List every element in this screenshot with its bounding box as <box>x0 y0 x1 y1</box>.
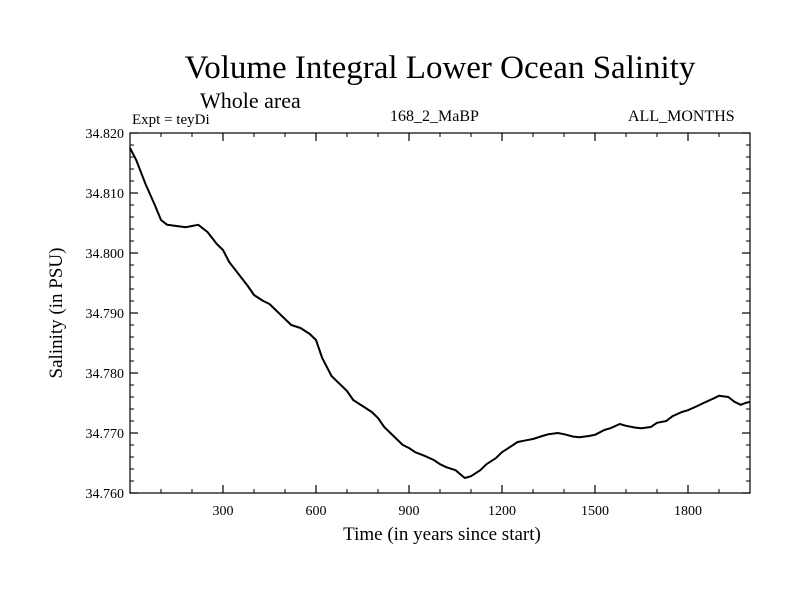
y-tick-label: 34.760 <box>86 487 125 502</box>
y-tick-label: 34.790 <box>86 307 125 322</box>
tick-labels: 300 600 900 1200 1500 1800 34.760 34.770 34.780 3… <box>86 127 703 519</box>
chart-subtitle: Whole area <box>200 88 301 113</box>
y-tick-label: 34.800 <box>86 247 125 262</box>
run-id-label: 168_2_MaBP <box>390 108 479 125</box>
series-group <box>129 147 751 479</box>
y-axis-title: Salinity (in PSU) <box>46 248 67 379</box>
chart-title: Volume Integral Lower Ocean Salinity <box>184 50 696 86</box>
plot-frame <box>129 132 751 494</box>
experiment-label: Expt = teyDi <box>132 112 210 128</box>
x-tick-label: 1800 <box>674 504 702 519</box>
x-tick-label: 300 <box>213 504 234 519</box>
y-tick-label: 34.770 <box>86 427 125 442</box>
x-tick-label: 600 <box>306 504 327 519</box>
axis-ticks <box>130 132 750 494</box>
x-tick-label: 1500 <box>581 504 609 519</box>
y-tick-label: 34.810 <box>86 187 125 202</box>
y-tick-label: 34.820 <box>86 127 125 142</box>
salinity-series-line <box>129 147 751 479</box>
x-tick-label: 900 <box>399 504 420 519</box>
months-label: ALL_MONTHS <box>628 108 735 125</box>
x-tick-label: 1200 <box>488 504 516 519</box>
y-tick-label: 34.780 <box>86 367 125 382</box>
x-axis-title: Time (in years since start) <box>343 524 541 545</box>
